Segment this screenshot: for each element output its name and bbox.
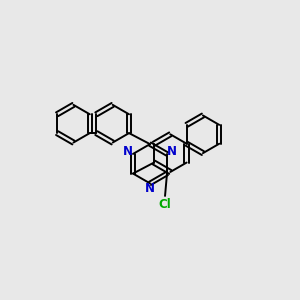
Text: N: N: [123, 145, 133, 158]
Text: N: N: [167, 145, 177, 158]
Text: N: N: [145, 182, 155, 195]
Text: Cl: Cl: [159, 198, 171, 211]
